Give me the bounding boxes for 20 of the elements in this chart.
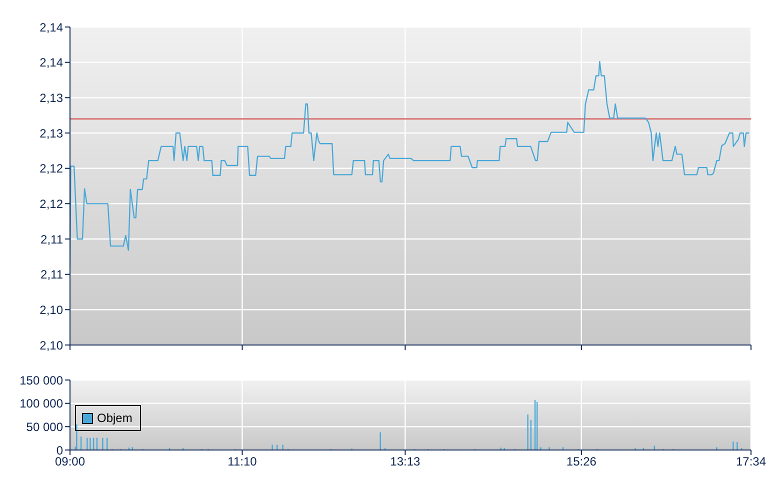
x-tick-label: 11:10 [228, 454, 258, 469]
x-tick-label: 09:00 [54, 454, 86, 469]
y-tick-label: 2,13 [40, 126, 64, 140]
y-tick-label: 2,11 [40, 268, 64, 282]
y-tick-label: 150 000 [20, 373, 64, 388]
y-tick-label: 2,12 [40, 162, 64, 176]
y-tick-label: 2,13 [40, 90, 64, 105]
y-tick-label: 2,14 [40, 56, 64, 70]
x-tick-label: 13:13 [390, 454, 421, 469]
y-tick-label: 50 000 [26, 420, 64, 434]
y-tick-label: 2,11 [40, 232, 64, 246]
y-tick-label: 100 000 [20, 396, 64, 411]
x-tick-label: 17:34 [736, 454, 766, 469]
y-tick-label: 2,10 [40, 338, 64, 352]
x-tick-label: 15:26 [566, 454, 597, 469]
y-tick-label: 2,12 [40, 196, 64, 211]
y-tick-label: 0 [56, 443, 64, 458]
y-tick-label: 2,14 [40, 20, 64, 34]
y-tick-label: 2,10 [40, 302, 64, 317]
legend-label: Objem [97, 411, 132, 425]
